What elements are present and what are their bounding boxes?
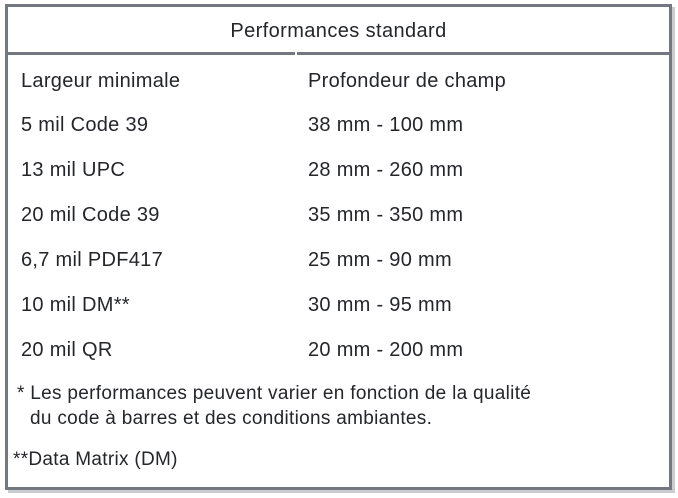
table-row: 20 mil QR 20 mm - 200 mm bbox=[8, 328, 669, 373]
row-width-cell: 10 mil DM** bbox=[21, 294, 130, 316]
row-width-cell: 13 mil UPC bbox=[21, 159, 126, 181]
table-body: Largeur minimale Profondeur de champ 5 m… bbox=[8, 55, 669, 373]
column-header-row: Largeur minimale Profondeur de champ bbox=[8, 55, 669, 103]
footnote-data-matrix: **Data Matrix (DM) bbox=[8, 447, 669, 472]
row-depth-cell: 25 mm - 90 mm bbox=[308, 249, 452, 271]
row-depth-cell: 38 mm - 100 mm bbox=[308, 114, 464, 136]
row-width-cell: 20 mil QR bbox=[21, 339, 113, 361]
row-width-cell: 6,7 mil PDF417 bbox=[21, 249, 164, 271]
footnote-marker: ** bbox=[13, 449, 29, 470]
footnotes-section: * Les performances peuvent varier en fon… bbox=[8, 381, 669, 472]
footnote-text: Data Matrix (DM) bbox=[28, 449, 178, 470]
table-title-band: Performances standard bbox=[8, 7, 669, 52]
row-width-cell: 5 mil Code 39 bbox=[21, 114, 149, 136]
separator-column-gap bbox=[295, 52, 297, 55]
footnote-text: Les performances peuvent varier en fonct… bbox=[30, 383, 532, 404]
footnote-marker: * bbox=[17, 383, 25, 404]
table-row: 13 mil UPC 28 mm - 260 mm bbox=[8, 148, 669, 193]
table-row: 6,7 mil PDF417 25 mm - 90 mm bbox=[8, 238, 669, 283]
table-title: Performances standard bbox=[230, 20, 447, 42]
row-depth-cell: 20 mm - 200 mm bbox=[308, 339, 464, 361]
table-row: 20 mil Code 39 35 mm - 350 mm bbox=[8, 193, 669, 238]
footnote-performance-disclaimer: * Les performances peuvent varier en fon… bbox=[8, 381, 669, 431]
footnote-line: * Les performances peuvent varier en fon… bbox=[17, 381, 669, 406]
footnote-line: du code à barres et des conditions ambia… bbox=[30, 408, 433, 429]
row-depth-cell: 28 mm - 260 mm bbox=[308, 159, 464, 181]
header-separator bbox=[8, 52, 669, 55]
column-header-min-width: Largeur minimale bbox=[21, 69, 181, 92]
column-header-depth-of-field: Profondeur de champ bbox=[308, 69, 507, 92]
performance-spec-table: Performances standard Largeur minimale P… bbox=[5, 4, 672, 490]
row-depth-cell: 35 mm - 350 mm bbox=[308, 204, 464, 226]
row-width-cell: 20 mil Code 39 bbox=[21, 204, 160, 226]
table-row: 5 mil Code 39 38 mm - 100 mm bbox=[8, 103, 669, 148]
row-depth-cell: 30 mm - 95 mm bbox=[308, 294, 452, 316]
table-row: 10 mil DM** 30 mm - 95 mm bbox=[8, 283, 669, 328]
